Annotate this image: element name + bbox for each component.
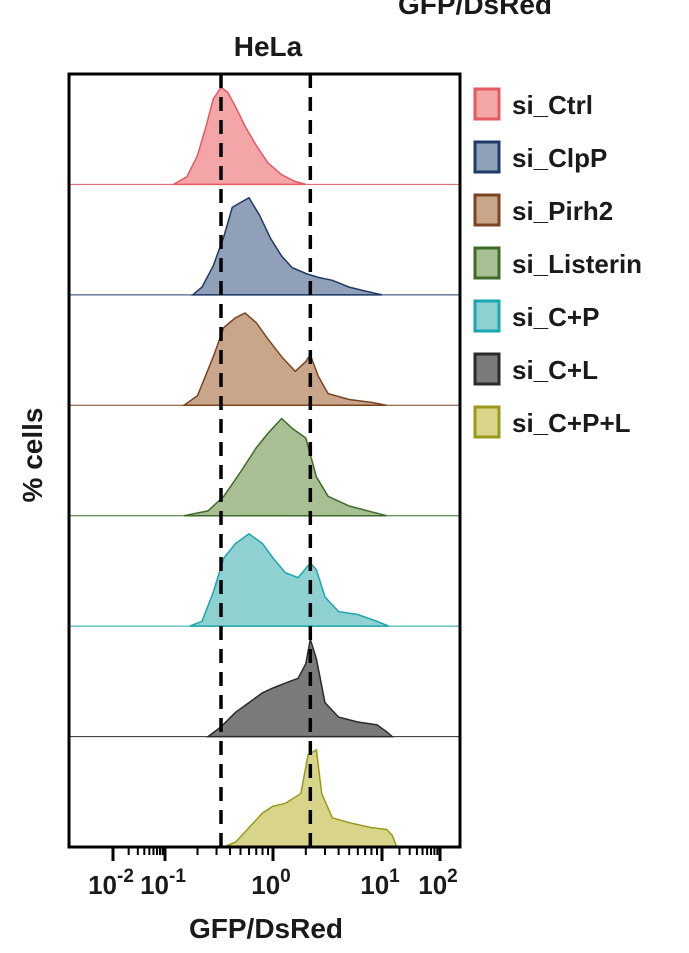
legend-label-si-pirh2: si_Pirh2 [512,196,613,226]
histogram-si-pirh2 [181,312,387,407]
legend-swatch-si-pirh2 [473,193,501,227]
legend: si_Ctrl si_ClpP si_Pirh2 si_Listerin si_C+Ps… [473,87,642,439]
y-axis-label: % cells [17,408,48,503]
chart-title: HeLa [234,31,303,62]
x-tick-label: 10-2 [88,866,134,900]
legend-label-si-c-l: si_C+L [512,355,598,385]
plot-frame [67,72,462,849]
x-axis-ticks: 10-2 10-1 100 101 102 [88,847,458,900]
legend-swatch-si-ctrl [473,87,501,121]
legend-label-si-c-p: si_C+P [512,302,599,332]
x-tick-label: 10-1 [140,866,186,900]
legend-label-si-c-p-l: si_C+P+L [512,408,631,438]
legend-swatch-si-c-l [473,352,501,386]
x-tick-label: 102 [418,866,458,900]
legend-label-si-ctrl: si_Ctrl [512,90,593,120]
reference-lines [219,74,313,847]
legend-label-si-clpp: si_ClpP [512,143,607,173]
histogram-si-ctrl [170,86,306,186]
x-tick-label: 100 [251,866,291,900]
legend-swatch-si-clpp [473,140,501,174]
histogram-si-listerin [183,417,387,517]
legend-swatch-si-c-p-l [473,405,501,439]
series-layer [69,86,460,848]
histogram-si-c-l [205,639,395,738]
chart-top-title: GFP/DsRed [398,0,552,20]
legend-swatch-si-c-p [473,299,501,333]
x-axis-label: GFP/DsRed [189,913,343,944]
x-tick-label: 101 [360,866,400,900]
legend-swatch-si-listerin [473,246,501,280]
legend-label-si-listerin: si_Listerin [512,249,642,279]
